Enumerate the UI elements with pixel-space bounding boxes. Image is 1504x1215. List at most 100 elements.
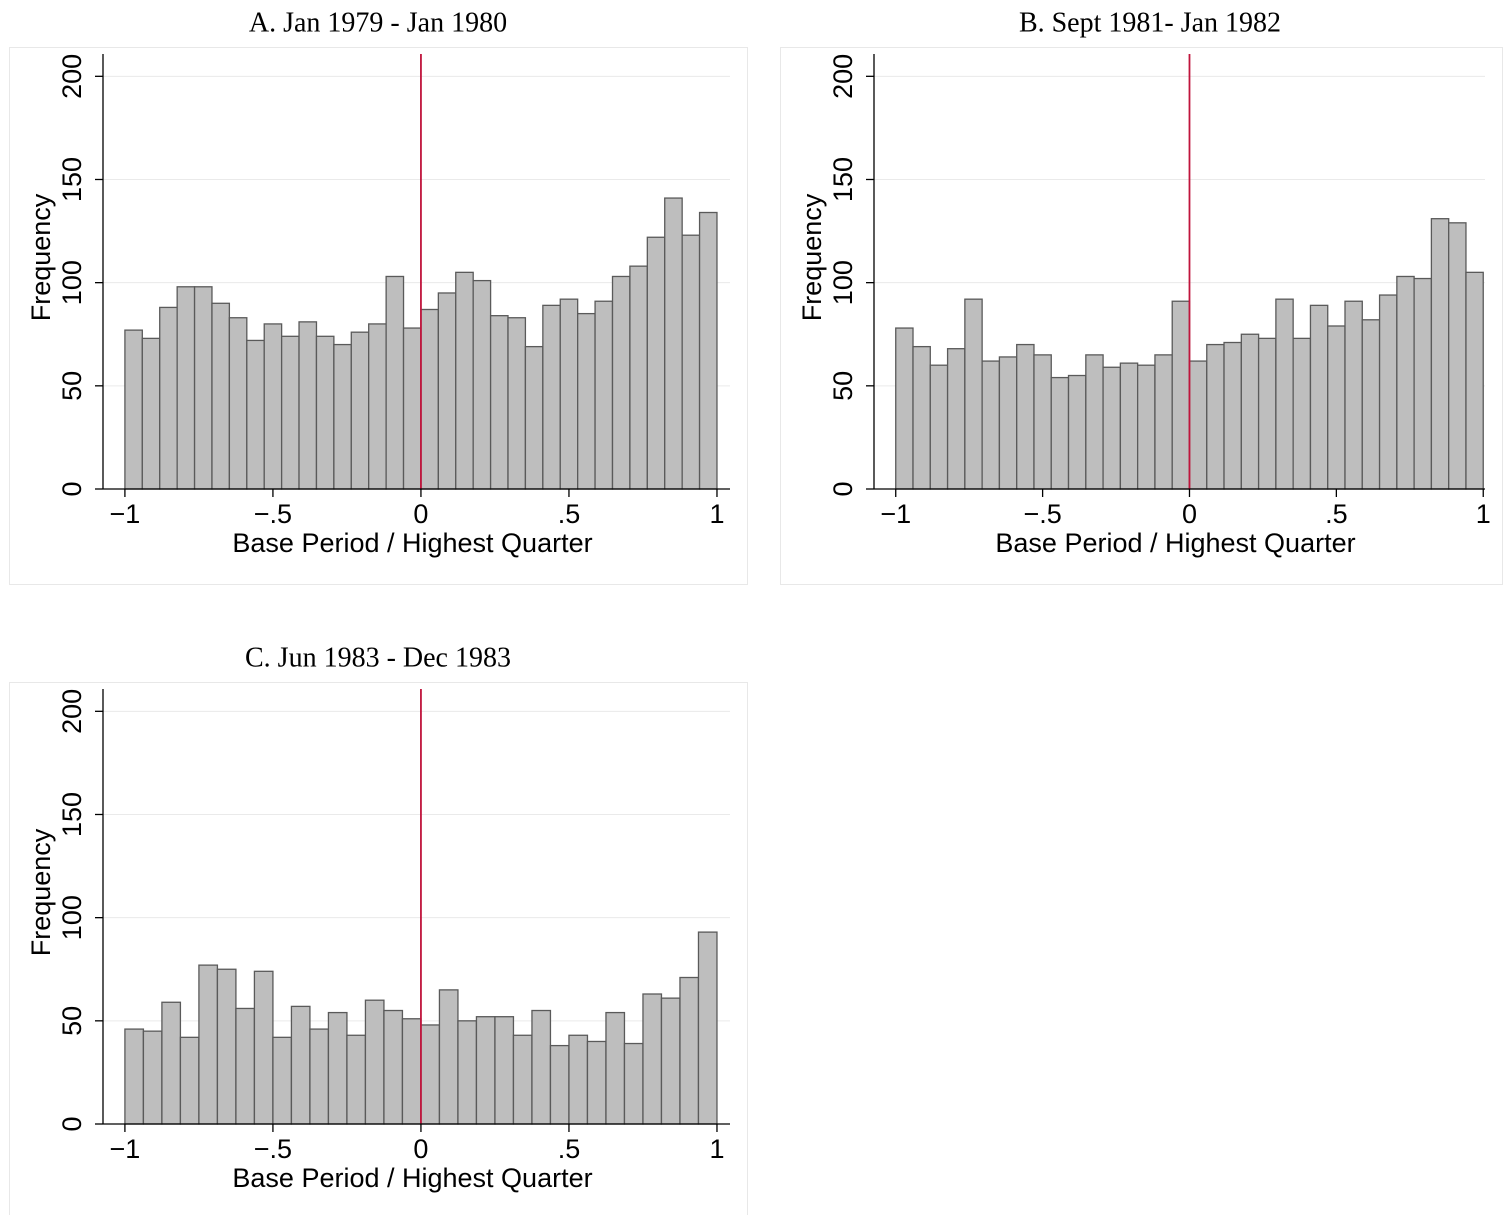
bar — [1430, 218, 1450, 490]
y-tick-label: 150 — [57, 792, 87, 837]
x-axis-title: Base Period / Highest Quarter — [232, 1163, 592, 1193]
x-tick-label: −.5 — [1023, 499, 1061, 529]
x-tick-label: 0 — [1182, 499, 1197, 529]
bar — [142, 1030, 163, 1125]
bar — [611, 275, 631, 490]
x-tick-label: .5 — [558, 499, 581, 529]
bar — [1257, 337, 1277, 490]
bar — [605, 1011, 626, 1125]
bar — [981, 360, 1001, 490]
x-tick-label: −1 — [110, 1134, 141, 1164]
bar — [531, 1009, 552, 1125]
bar — [542, 304, 561, 490]
x-tick-label: 0 — [413, 1134, 428, 1164]
bar — [455, 271, 474, 490]
y-axis-title: Frequency — [26, 828, 56, 956]
bar — [124, 329, 143, 490]
bar — [1275, 298, 1294, 490]
x-tick-label: 1 — [709, 499, 724, 529]
x-axis-title: Base Period / Highest Quarter — [232, 528, 592, 558]
bar — [401, 1018, 422, 1125]
bar — [253, 970, 274, 1125]
x-tick-label: 1 — [709, 1134, 724, 1164]
bar — [457, 1020, 478, 1125]
bar — [929, 364, 949, 490]
x-tick-label: −1 — [880, 499, 911, 529]
x-tick-label: −.5 — [254, 1134, 292, 1164]
y-tick-label: 0 — [828, 481, 858, 496]
bar — [1171, 300, 1191, 490]
bar — [290, 1005, 311, 1125]
bar — [1050, 376, 1070, 490]
bar — [681, 234, 701, 490]
bar — [315, 335, 335, 490]
bar — [512, 1034, 533, 1125]
bar — [1085, 354, 1104, 490]
bar — [646, 236, 666, 490]
bar — [235, 1007, 256, 1125]
bar — [1465, 271, 1484, 490]
bar — [895, 327, 914, 490]
bar — [1154, 354, 1173, 490]
bar — [1223, 341, 1242, 490]
bar — [594, 300, 614, 490]
bar — [246, 339, 265, 490]
bar — [198, 964, 219, 1125]
bar — [642, 993, 663, 1125]
bar — [193, 286, 213, 490]
bar — [228, 317, 248, 490]
chart-title: C. Jun 1983 - Dec 1983 — [245, 642, 511, 673]
bar — [549, 1044, 570, 1125]
bar — [179, 1036, 200, 1125]
histogram-panel: C. Jun 1983 - Dec 1983 0 50 100 150 200 −1 −.5 0… — [9, 642, 748, 1215]
bar — [1067, 374, 1087, 490]
bar — [346, 1034, 367, 1125]
bar — [1327, 325, 1346, 490]
bar — [280, 335, 300, 490]
histogram-panel: A. Jan 1979 - Jan 1980 0 50 100 150 200 −1 −.5 0… — [9, 7, 748, 585]
panel-frame — [9, 682, 748, 1215]
x-tick-label: 1 — [1476, 499, 1491, 529]
y-tick-label: 100 — [57, 260, 87, 305]
bar — [176, 286, 196, 490]
bar — [420, 1024, 441, 1125]
bar — [124, 1028, 145, 1125]
bar — [475, 1016, 496, 1125]
y-axis-title: Frequency — [26, 193, 56, 321]
bar — [472, 279, 492, 490]
panel-frame — [780, 47, 1503, 585]
bar — [1188, 360, 1208, 490]
bar — [1344, 300, 1363, 490]
bar — [1361, 319, 1381, 490]
bar — [623, 1042, 644, 1125]
bar — [1102, 366, 1122, 490]
x-tick-label: −1 — [110, 499, 141, 529]
y-tick-label: 100 — [828, 260, 858, 305]
bar — [697, 931, 718, 1125]
bar — [577, 312, 596, 490]
y-tick-label: 200 — [57, 689, 87, 734]
bar — [664, 197, 683, 490]
bar — [1119, 362, 1139, 490]
bar — [211, 302, 231, 490]
bar — [1136, 364, 1156, 490]
x-tick-label: .5 — [1325, 499, 1348, 529]
x-tick-label: −.5 — [254, 499, 292, 529]
bar — [586, 1040, 607, 1125]
bar — [1309, 304, 1329, 490]
bar — [946, 348, 966, 490]
chart-title: B. Sept 1981- Jan 1982 — [1019, 7, 1281, 38]
bar — [159, 306, 178, 490]
bar — [998, 356, 1018, 490]
bar — [507, 317, 527, 490]
bar — [216, 968, 237, 1125]
y-tick-label: 100 — [57, 895, 87, 940]
bar — [1016, 343, 1035, 490]
bar — [1240, 333, 1260, 490]
bar — [383, 1009, 404, 1125]
bar — [263, 323, 283, 490]
bar — [524, 345, 544, 490]
y-tick-label: 150 — [828, 157, 858, 202]
